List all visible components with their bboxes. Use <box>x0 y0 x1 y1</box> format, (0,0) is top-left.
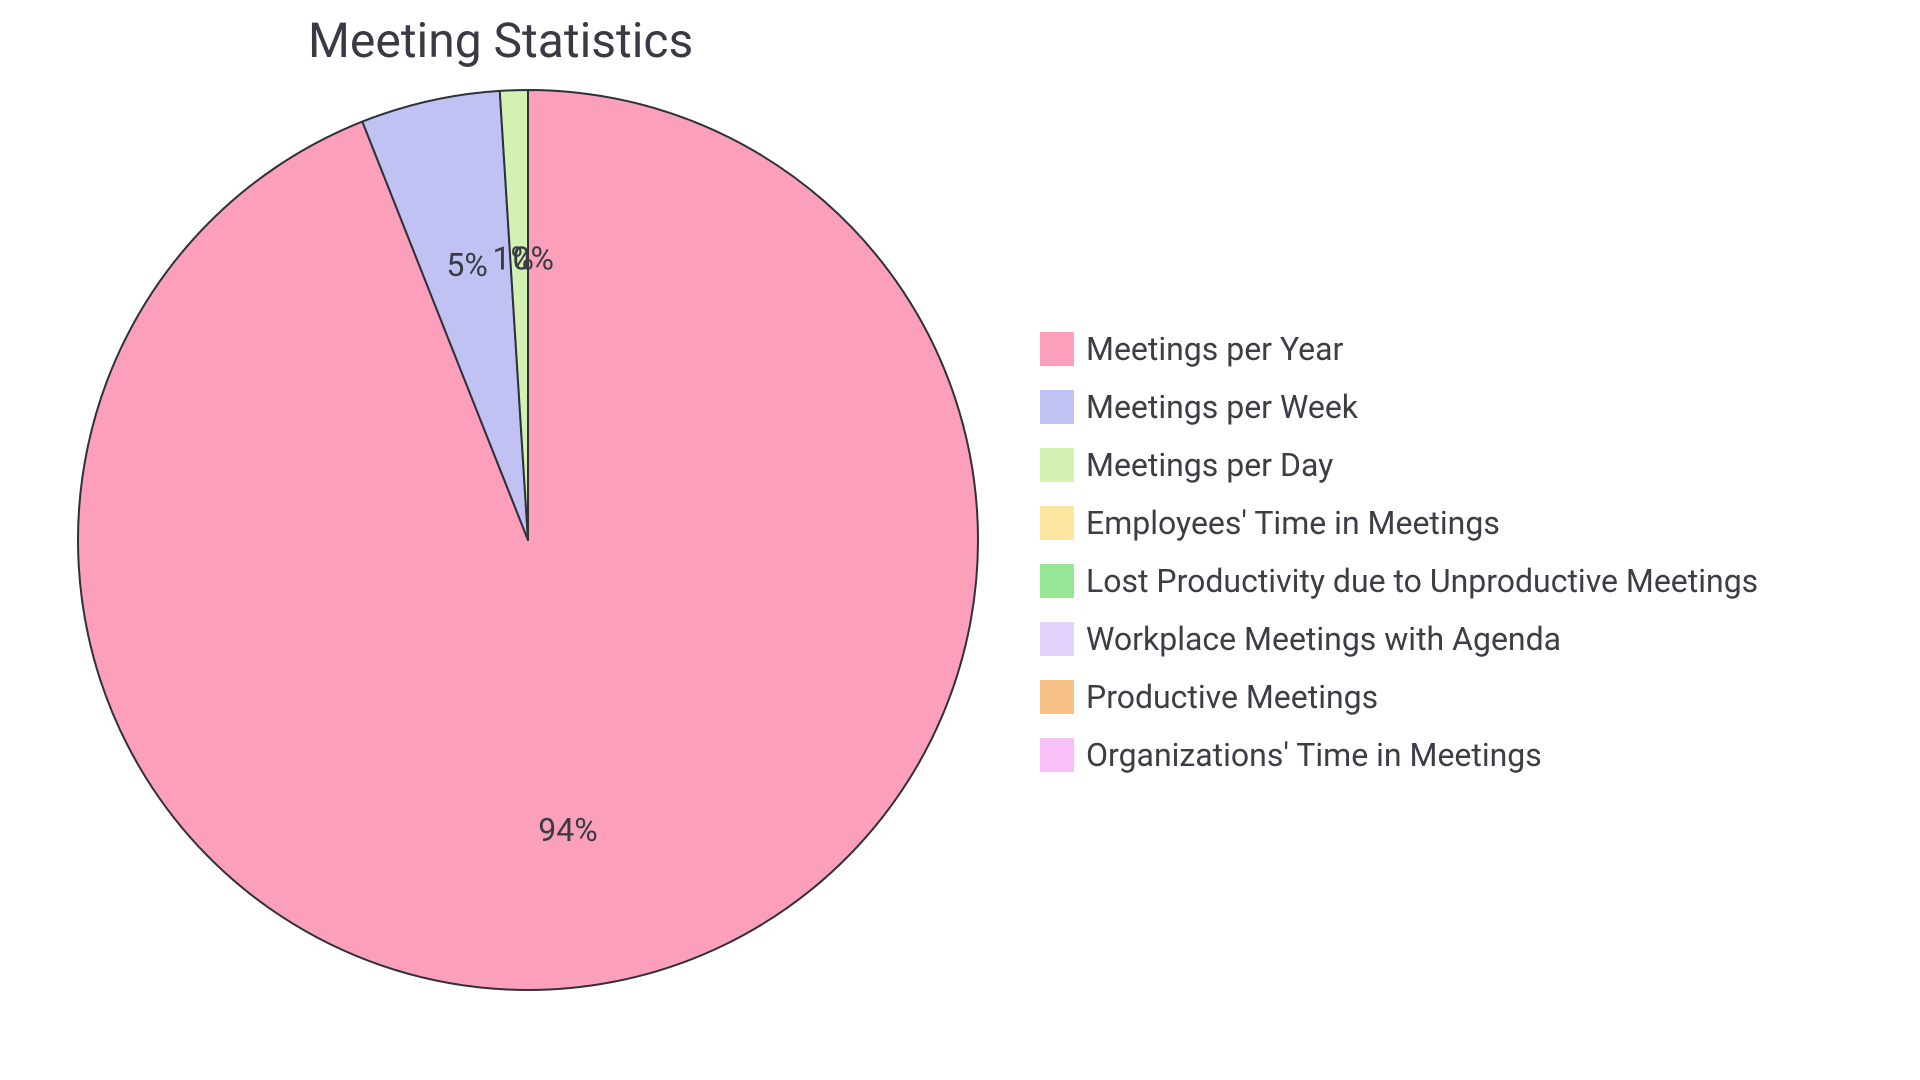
legend-item: Meetings per Week <box>1040 388 1758 426</box>
legend-item: Organizations' Time in Meetings <box>1040 736 1758 774</box>
legend-item: Meetings per Day <box>1040 446 1758 484</box>
legend-swatch <box>1040 390 1074 424</box>
legend: Meetings per Year Meetings per Week Meetin… <box>1040 330 1758 774</box>
legend-label: Productive Meetings <box>1086 678 1378 716</box>
legend-item: Employees' Time in Meetings <box>1040 504 1758 542</box>
legend-swatch <box>1040 332 1074 366</box>
pie-slice-label: 5% <box>446 246 487 284</box>
legend-item: Workplace Meetings with Agenda <box>1040 620 1758 658</box>
legend-swatch <box>1040 738 1074 772</box>
legend-label: Meetings per Year <box>1086 330 1343 368</box>
legend-item: Productive Meetings <box>1040 678 1758 716</box>
legend-swatch <box>1040 448 1074 482</box>
legend-label: Meetings per Week <box>1086 388 1358 426</box>
legend-label: Organizations' Time in Meetings <box>1086 736 1542 774</box>
legend-label: Employees' Time in Meetings <box>1086 504 1500 542</box>
legend-item: Meetings per Year <box>1040 330 1758 368</box>
legend-item: Lost Productivity due to Unproductive Me… <box>1040 562 1758 600</box>
chart-stage: Meeting Statistics 94%5%1%0% Meetings pe… <box>0 0 1920 1080</box>
legend-swatch <box>1040 506 1074 540</box>
chart-title: Meeting Statistics <box>308 12 693 69</box>
legend-swatch <box>1040 622 1074 656</box>
legend-label: Meetings per Day <box>1086 446 1333 484</box>
legend-label: Lost Productivity due to Unproductive Me… <box>1086 562 1758 600</box>
pie-slice-label: 94% <box>538 811 597 849</box>
legend-swatch <box>1040 680 1074 714</box>
legend-swatch <box>1040 564 1074 598</box>
legend-label: Workplace Meetings with Agenda <box>1086 620 1561 658</box>
pie-slice-label: 0% <box>513 240 554 278</box>
